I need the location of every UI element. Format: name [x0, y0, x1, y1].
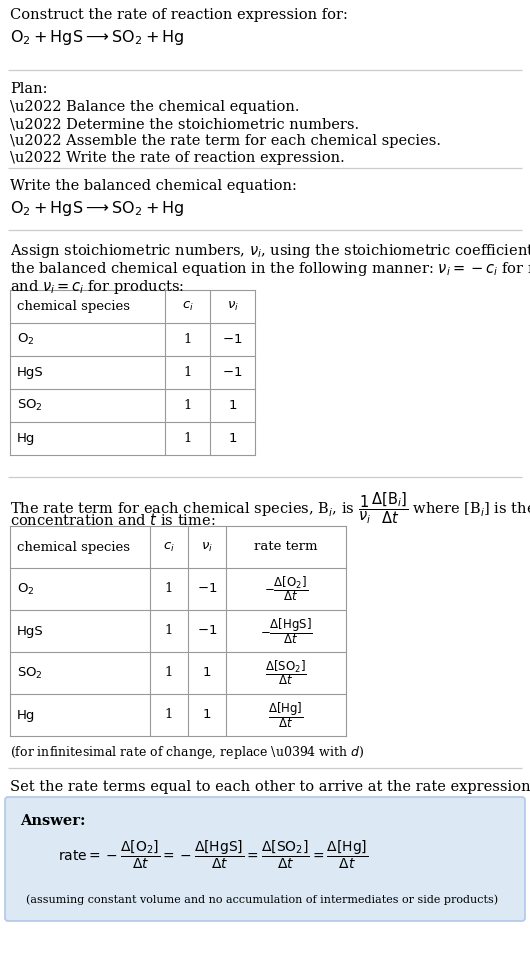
- Text: 1: 1: [165, 583, 173, 595]
- Text: Hg: Hg: [17, 709, 36, 721]
- Text: 1: 1: [203, 667, 211, 679]
- Text: 1: 1: [165, 667, 173, 679]
- Text: Plan:: Plan:: [10, 82, 48, 96]
- Text: 1: 1: [203, 709, 211, 721]
- Text: HgS: HgS: [17, 366, 44, 379]
- Text: rate term: rate term: [254, 541, 318, 553]
- Text: $\mathrm{O_2 + HgS \longrightarrow SO_2 + Hg}$: $\mathrm{O_2 + HgS \longrightarrow SO_2 …: [10, 28, 184, 47]
- Text: \u2022 Assemble the rate term for each chemical species.: \u2022 Assemble the rate term for each c…: [10, 134, 441, 148]
- Text: Answer:: Answer:: [20, 814, 85, 828]
- Text: 1: 1: [165, 625, 173, 637]
- Text: and $\nu_i = c_i$ for products:: and $\nu_i = c_i$ for products:: [10, 278, 184, 296]
- Text: 1: 1: [183, 333, 192, 346]
- Text: Construct the rate of reaction expression for:: Construct the rate of reaction expressio…: [10, 8, 348, 22]
- Text: chemical species: chemical species: [17, 300, 130, 313]
- Text: $-1$: $-1$: [222, 333, 243, 346]
- Text: 1: 1: [228, 432, 237, 445]
- Text: (assuming constant volume and no accumulation of intermediates or side products): (assuming constant volume and no accumul…: [26, 894, 498, 905]
- Text: $-1$: $-1$: [222, 366, 243, 379]
- Text: $\mathrm{O_2}$: $\mathrm{O_2}$: [17, 332, 34, 347]
- Text: 1: 1: [183, 432, 192, 445]
- Text: $-\dfrac{\Delta[\mathrm{O_2}]}{\Delta t}$: $-\dfrac{\Delta[\mathrm{O_2}]}{\Delta t}…: [264, 575, 308, 603]
- Text: Write the balanced chemical equation:: Write the balanced chemical equation:: [10, 179, 297, 193]
- Text: $\nu_i$: $\nu_i$: [226, 300, 238, 313]
- Text: $\mathrm{O_2 + HgS \longrightarrow SO_2 + Hg}$: $\mathrm{O_2 + HgS \longrightarrow SO_2 …: [10, 199, 184, 218]
- Text: 1: 1: [228, 399, 237, 412]
- Text: Set the rate terms equal to each other to arrive at the rate expression:: Set the rate terms equal to each other t…: [10, 780, 530, 794]
- Text: $\mathrm{SO_2}$: $\mathrm{SO_2}$: [17, 666, 43, 680]
- FancyBboxPatch shape: [5, 797, 525, 921]
- Text: \u2022 Balance the chemical equation.: \u2022 Balance the chemical equation.: [10, 100, 299, 114]
- Text: $-\dfrac{\Delta[\mathrm{HgS}]}{\Delta t}$: $-\dfrac{\Delta[\mathrm{HgS}]}{\Delta t}…: [260, 616, 312, 646]
- Text: Assign stoichiometric numbers, $\nu_i$, using the stoichiometric coefficients, $: Assign stoichiometric numbers, $\nu_i$, …: [10, 242, 530, 260]
- Text: $-1$: $-1$: [197, 625, 217, 637]
- Text: (for infinitesimal rate of change, replace \u0394 with $d$): (for infinitesimal rate of change, repla…: [10, 744, 365, 761]
- Text: chemical species: chemical species: [17, 541, 130, 553]
- Text: the balanced chemical equation in the following manner: $\nu_i = -c_i$ for react: the balanced chemical equation in the fo…: [10, 260, 530, 278]
- Text: \u2022 Write the rate of reaction expression.: \u2022 Write the rate of reaction expres…: [10, 151, 344, 165]
- Text: $\mathrm{O_2}$: $\mathrm{O_2}$: [17, 582, 34, 596]
- Text: \u2022 Determine the stoichiometric numbers.: \u2022 Determine the stoichiometric numb…: [10, 117, 359, 131]
- Text: $\dfrac{\Delta[\mathrm{Hg}]}{\Delta t}$: $\dfrac{\Delta[\mathrm{Hg}]}{\Delta t}$: [268, 700, 304, 730]
- Text: concentration and $t$ is time:: concentration and $t$ is time:: [10, 512, 216, 528]
- Text: $-1$: $-1$: [197, 583, 217, 595]
- Text: 1: 1: [165, 709, 173, 721]
- Text: $\nu_i$: $\nu_i$: [201, 541, 213, 553]
- Text: 1: 1: [183, 366, 192, 379]
- Text: The rate term for each chemical species, B$_i$, is $\dfrac{1}{\nu_i}\dfrac{\Delt: The rate term for each chemical species,…: [10, 490, 530, 525]
- Text: $\dfrac{\Delta[\mathrm{SO_2}]}{\Delta t}$: $\dfrac{\Delta[\mathrm{SO_2}]}{\Delta t}…: [265, 659, 307, 687]
- Text: $\mathrm{rate} = -\dfrac{\Delta[\mathrm{O_2}]}{\Delta t} = -\dfrac{\Delta[\mathr: $\mathrm{rate} = -\dfrac{\Delta[\mathrm{…: [58, 838, 368, 872]
- Text: $c_i$: $c_i$: [163, 541, 175, 553]
- Text: $c_i$: $c_i$: [182, 300, 193, 313]
- Text: HgS: HgS: [17, 625, 44, 637]
- Text: Hg: Hg: [17, 432, 36, 445]
- Text: 1: 1: [183, 399, 192, 412]
- Text: $\mathrm{SO_2}$: $\mathrm{SO_2}$: [17, 398, 43, 413]
